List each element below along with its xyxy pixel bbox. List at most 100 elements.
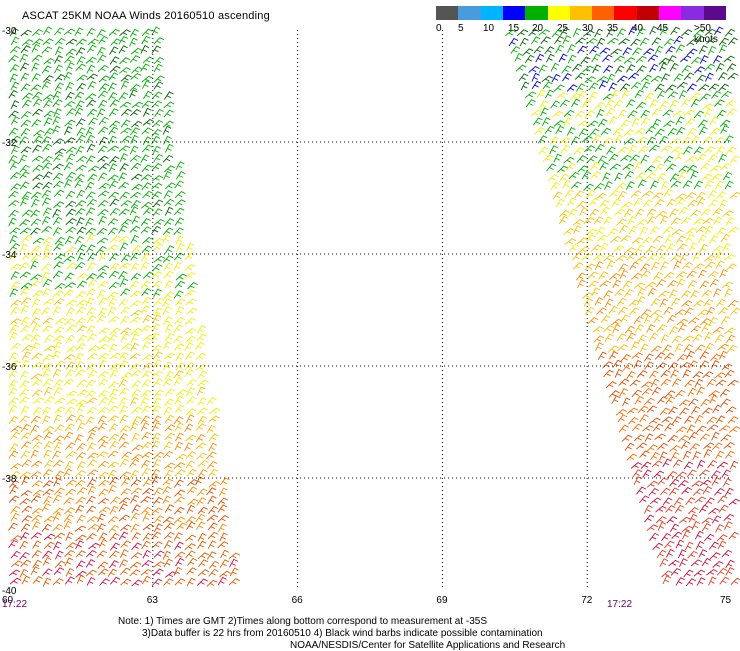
wind-barb [197, 453, 207, 460]
wind-barb [130, 562, 141, 568]
wind-barb [87, 274, 97, 280]
wind-barb [154, 76, 164, 82]
wind-barb [98, 344, 109, 350]
wind-barb [644, 49, 655, 55]
wind-barb [20, 371, 29, 379]
wind-barb [130, 156, 141, 162]
wind-barb [725, 181, 734, 189]
wind-barb [55, 551, 63, 559]
wind-barb [175, 470, 186, 476]
wind-barb [54, 254, 65, 260]
wind-barb [545, 47, 555, 54]
wind-barb [700, 56, 708, 64]
wind-barb [726, 147, 736, 154]
wind-barb [730, 156, 739, 163]
wind-barb [77, 462, 85, 470]
wind-barb [702, 324, 711, 332]
wind-barb [209, 469, 218, 476]
wind-barb [43, 182, 53, 189]
wind-barb [21, 317, 30, 325]
wind-barb [620, 84, 630, 91]
wind-barb [557, 93, 568, 99]
wind-barb [9, 128, 18, 135]
wind-barb [677, 244, 687, 251]
wind-barb [54, 327, 64, 333]
wind-barb [119, 173, 127, 181]
wind-barb [42, 227, 53, 233]
wind-barb [119, 498, 130, 504]
wind-barb [43, 237, 53, 244]
wind-barb [44, 542, 54, 549]
wind-barb [550, 137, 559, 144]
wind-barb [604, 217, 613, 225]
wind-barb [590, 46, 600, 53]
wind-barb [580, 208, 588, 216]
wind-barb [164, 579, 174, 586]
wind-barb [185, 435, 196, 441]
wind-barb [717, 110, 727, 117]
wind-barb [644, 506, 652, 514]
wind-barb [218, 577, 227, 585]
wind-barb [76, 165, 87, 171]
wind-barb [659, 291, 670, 297]
wind-barb [31, 192, 41, 199]
wind-barb [10, 333, 18, 341]
wind-barb [109, 127, 118, 134]
wind-barb [185, 424, 194, 432]
wind-barb [645, 173, 656, 179]
wind-barb [119, 272, 128, 280]
wind-barb [652, 461, 663, 467]
wind-barb [657, 245, 667, 252]
wind-barb [670, 479, 680, 486]
wind-barb [55, 28, 65, 35]
wind-barb [44, 299, 55, 305]
wind-barb [164, 532, 174, 539]
wind-barb [725, 289, 733, 297]
wind-barb [131, 236, 139, 244]
wind-barb [77, 380, 87, 387]
wind-barb [198, 398, 207, 406]
wind-barb [721, 399, 731, 406]
wind-barb [729, 532, 739, 539]
wind-barb [165, 415, 174, 422]
wind-barb [596, 227, 605, 235]
wind-barb [109, 109, 118, 117]
wind-barb [130, 301, 141, 307]
wind-barb [9, 210, 19, 217]
wind-barb [714, 138, 725, 144]
wind-barb [174, 228, 184, 235]
wind-barb [175, 433, 183, 441]
wind-barb [634, 198, 643, 206]
wind-barb [687, 271, 697, 278]
wind-barb [143, 108, 151, 116]
wind-barb [54, 380, 63, 387]
wind-barb [696, 192, 706, 199]
wind-barb [619, 425, 628, 432]
wind-barb [64, 256, 75, 262]
wind-barb [685, 380, 695, 387]
wind-barb [708, 155, 717, 162]
wind-barb [119, 388, 129, 395]
wind-barb [703, 219, 714, 225]
wind-barb [65, 237, 73, 245]
wind-barb [152, 46, 161, 54]
wind-barb [545, 90, 553, 98]
wind-barb [66, 543, 77, 549]
wind-barb [142, 576, 151, 584]
wind-barb [152, 542, 162, 548]
wind-barb [636, 173, 646, 180]
wind-barb [686, 235, 694, 243]
wind-barb [569, 173, 580, 179]
wind-barb [597, 77, 608, 82]
wind-barb [87, 578, 95, 586]
wind-barb [175, 200, 185, 206]
wind-barb [615, 289, 625, 296]
wind-barb [97, 272, 107, 278]
wind-barb [627, 454, 637, 460]
wind-barb [688, 200, 698, 207]
wind-barb [700, 281, 709, 288]
wind-barb [196, 343, 205, 351]
wind-barb [21, 112, 31, 119]
wind-barb [632, 353, 643, 359]
wind-barb [719, 505, 728, 512]
